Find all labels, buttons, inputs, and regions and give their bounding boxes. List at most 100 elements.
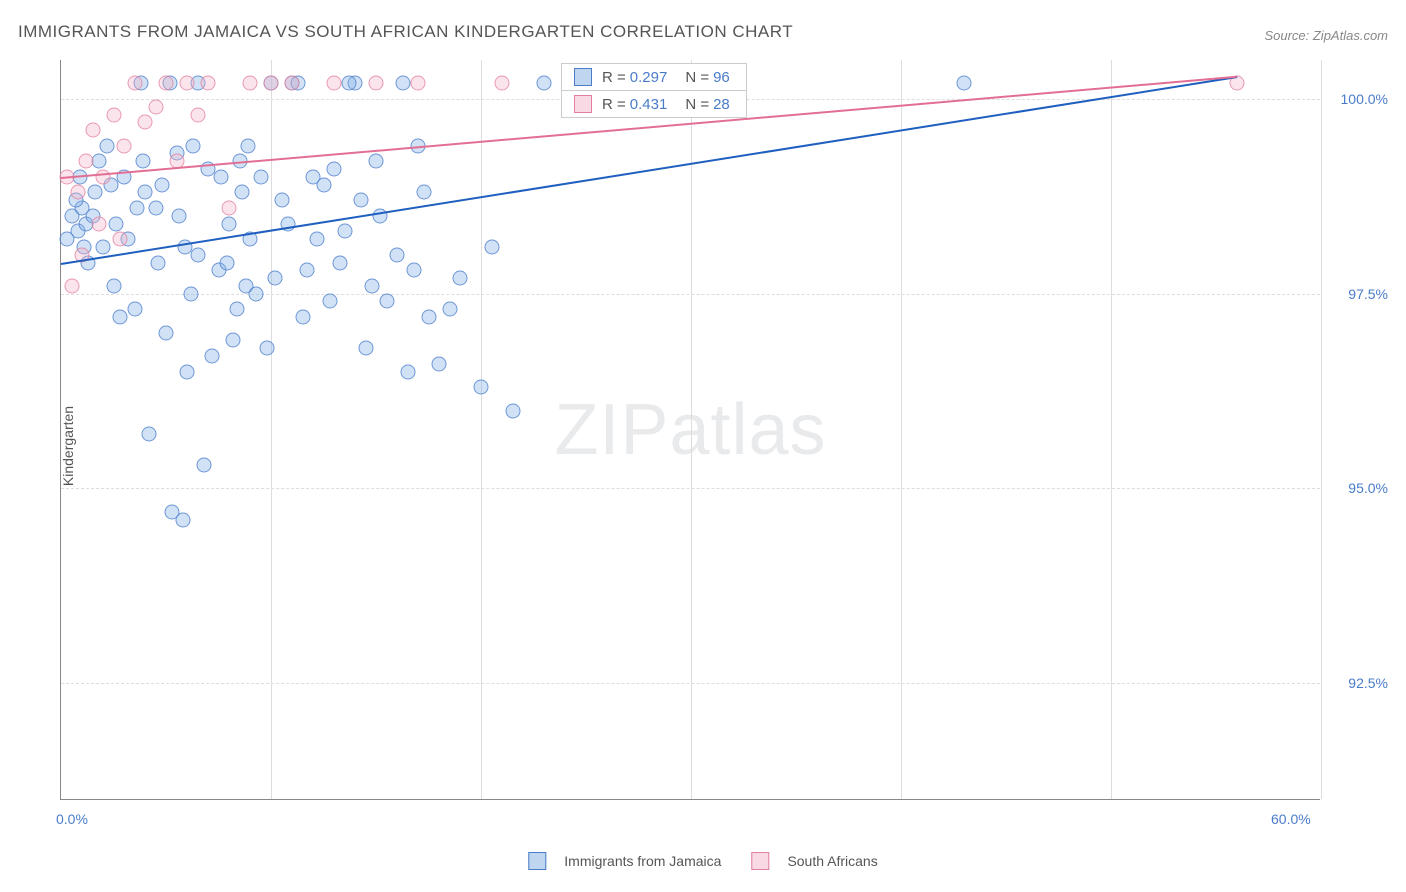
- scatter-point: [474, 380, 489, 395]
- source-label: Source: ZipAtlas.com: [1264, 28, 1388, 43]
- scatter-point: [417, 185, 432, 200]
- scatter-point: [112, 310, 127, 325]
- scatter-point: [400, 364, 415, 379]
- scatter-point: [354, 193, 369, 208]
- scatter-point: [295, 310, 310, 325]
- scatter-point: [310, 232, 325, 247]
- scatter-point: [175, 512, 190, 527]
- scatter-point: [186, 138, 201, 153]
- scatter-point: [87, 185, 102, 200]
- scatter-point: [154, 177, 169, 192]
- scatter-point: [138, 115, 153, 130]
- scatter-point: [240, 138, 255, 153]
- scatter-point: [127, 302, 142, 317]
- scatter-point: [64, 278, 79, 293]
- scatter-point: [390, 247, 405, 262]
- scatter-point: [142, 426, 157, 441]
- scatter-point: [127, 76, 142, 91]
- scatter-point: [299, 263, 314, 278]
- scatter-point: [322, 294, 337, 309]
- legend-label: Immigrants from Jamaica: [564, 853, 721, 869]
- scatter-point: [484, 239, 499, 254]
- scatter-point: [190, 107, 205, 122]
- scatter-point: [369, 154, 384, 169]
- watermark-bold: ZIP: [554, 390, 669, 470]
- stat-n-label: N =: [685, 96, 709, 113]
- scatter-point: [60, 232, 75, 247]
- scatter-point: [79, 154, 94, 169]
- scatter-point: [180, 76, 195, 91]
- stats-row: R =0.297N =96: [562, 64, 746, 91]
- scatter-point: [396, 76, 411, 91]
- scatter-point: [135, 154, 150, 169]
- scatter-point: [190, 247, 205, 262]
- legend-swatch: [528, 852, 546, 870]
- scatter-point: [432, 356, 447, 371]
- stats-legend: R =0.297N =96R =0.431N =28: [561, 63, 747, 118]
- scatter-point: [108, 216, 123, 231]
- scatter-point: [268, 271, 283, 286]
- scatter-point: [96, 239, 111, 254]
- scatter-point: [222, 201, 237, 216]
- stat-r-value: 0.431: [630, 96, 668, 113]
- stat-n-value: 28: [713, 96, 730, 113]
- scatter-point: [406, 263, 421, 278]
- scatter-point: [358, 341, 373, 356]
- stats-row: R =0.431 N =28: [562, 91, 746, 117]
- scatter-point: [106, 107, 121, 122]
- stat-r-label: R =: [602, 96, 626, 113]
- scatter-point: [285, 76, 300, 91]
- scatter-point: [171, 208, 186, 223]
- watermark-light: atlas: [669, 390, 826, 470]
- gridline-v: [901, 60, 902, 799]
- scatter-point: [205, 349, 220, 364]
- scatter-point: [495, 76, 510, 91]
- scatter-point: [259, 341, 274, 356]
- scatter-point: [327, 76, 342, 91]
- scatter-point: [70, 185, 85, 200]
- scatter-point: [112, 232, 127, 247]
- scatter-point: [138, 185, 153, 200]
- plot-area: ZIPatlas 100.0%97.5%95.0%92.5%0.0%60.0%R…: [60, 60, 1320, 800]
- scatter-point: [148, 99, 163, 114]
- scatter-point: [453, 271, 468, 286]
- ytick-label: 95.0%: [1348, 480, 1388, 496]
- scatter-point: [219, 255, 234, 270]
- gridline-v: [1321, 60, 1322, 799]
- stat-r-label: R =: [602, 69, 626, 86]
- scatter-point: [91, 216, 106, 231]
- gridline-v: [691, 60, 692, 799]
- scatter-point: [150, 255, 165, 270]
- legend-swatch: [574, 68, 592, 86]
- gridline-v: [481, 60, 482, 799]
- scatter-point: [184, 286, 199, 301]
- scatter-point: [226, 333, 241, 348]
- scatter-point: [369, 76, 384, 91]
- legend-swatch: [751, 852, 769, 870]
- scatter-point: [201, 76, 216, 91]
- scatter-point: [505, 403, 520, 418]
- scatter-point: [379, 294, 394, 309]
- scatter-point: [537, 76, 552, 91]
- legend-item: Immigrants from Jamaica: [528, 852, 721, 870]
- legend-label: South Africans: [787, 853, 877, 869]
- scatter-point: [96, 169, 111, 184]
- stat-n-label: N =: [685, 69, 709, 86]
- ytick-label: 92.5%: [1348, 675, 1388, 691]
- scatter-point: [243, 76, 258, 91]
- stat-r-value: 0.297: [630, 69, 668, 86]
- scatter-point: [159, 76, 174, 91]
- scatter-point: [148, 201, 163, 216]
- scatter-point: [333, 255, 348, 270]
- scatter-point: [264, 76, 279, 91]
- scatter-point: [129, 201, 144, 216]
- scatter-point: [957, 76, 972, 91]
- scatter-point: [316, 177, 331, 192]
- bottom-legend: Immigrants from Jamaica South Africans: [528, 852, 877, 870]
- scatter-point: [234, 185, 249, 200]
- ytick-label: 100.0%: [1341, 91, 1388, 107]
- xtick-label: 60.0%: [1271, 811, 1311, 827]
- scatter-point: [106, 278, 121, 293]
- scatter-point: [327, 162, 342, 177]
- scatter-point: [180, 364, 195, 379]
